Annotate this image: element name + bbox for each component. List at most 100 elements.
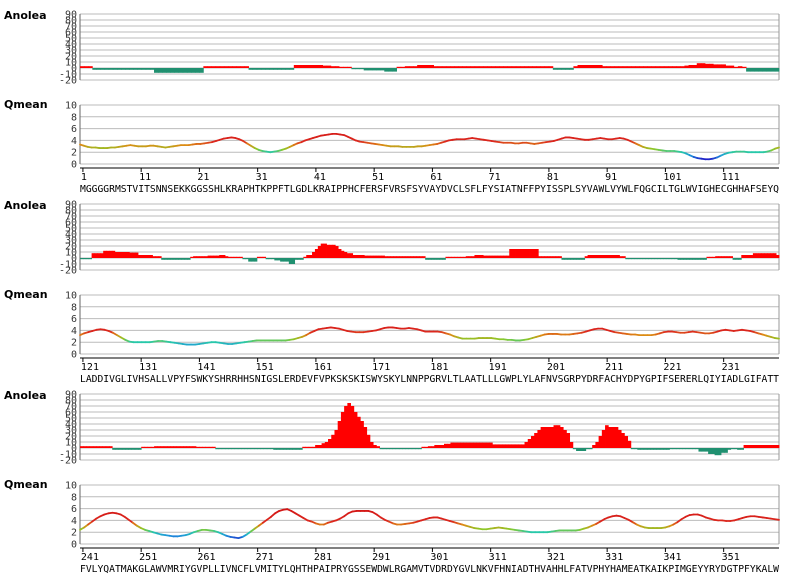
anolea-tick-label: 50 — [65, 414, 77, 425]
anolea-bar — [295, 448, 300, 450]
anolea-bar — [754, 68, 759, 72]
anolea-bar — [610, 66, 615, 68]
anolea-bar — [737, 66, 743, 68]
anolea-bar — [443, 443, 448, 448]
residue-number: 261 — [197, 552, 215, 563]
anolea-bar — [627, 440, 632, 448]
anolea-bar — [741, 255, 745, 258]
anolea-bar — [706, 256, 710, 258]
anolea-bar — [676, 66, 681, 68]
anolea-bar — [213, 255, 217, 258]
anolea-bar — [428, 258, 432, 260]
anolea-bar — [628, 258, 632, 260]
anolea-bar — [92, 446, 97, 448]
anolea-bar — [332, 244, 336, 258]
anolea-bar — [766, 68, 772, 72]
anolea-bar — [430, 258, 435, 260]
anolea-bar — [312, 252, 316, 258]
anolea-bar — [766, 445, 770, 448]
anolea-bar — [462, 256, 467, 258]
anolea-bar — [458, 66, 463, 68]
anolea-bar — [369, 442, 374, 448]
anolea-bar — [523, 249, 528, 258]
anolea-bar — [512, 249, 516, 258]
qmean-label: Qmean — [4, 478, 48, 491]
anolea-bar — [135, 252, 139, 258]
anolea-bar — [485, 442, 490, 448]
anolea-bar — [408, 66, 414, 68]
anolea-bar — [310, 65, 315, 68]
anolea-bar — [577, 65, 583, 68]
anolea-bar — [392, 68, 398, 72]
anolea-bar — [421, 446, 426, 448]
anolea-bar — [170, 68, 175, 73]
anolea-bar — [726, 256, 731, 258]
anolea-bar — [650, 448, 654, 450]
anolea-bar — [367, 68, 373, 71]
anolea-bar — [524, 442, 529, 448]
anolea-bar — [378, 255, 383, 258]
anolea-bar — [625, 258, 629, 260]
anolea-bar — [450, 442, 455, 448]
anolea-bar — [231, 448, 236, 450]
sequence-text: LADDIVGLIVHSALLVPYFSWKYSHRRHHSNIGSLERDEV… — [80, 374, 779, 385]
anolea-bar — [759, 445, 764, 448]
anolea-bar — [263, 448, 268, 450]
anolea-bar — [508, 444, 513, 448]
anolea-bar — [537, 430, 542, 448]
anolea-bar — [487, 66, 492, 68]
anolea-bar — [540, 427, 545, 448]
anolea-bar — [556, 68, 562, 70]
anolea-bar — [344, 406, 348, 448]
anolea-tick-label: -20 — [59, 76, 77, 87]
anolea-bar — [602, 66, 607, 68]
anolea-bar — [199, 68, 204, 73]
anolea-bar — [573, 66, 578, 68]
anolea-bar — [427, 446, 432, 448]
anolea-bar — [616, 255, 620, 258]
anolea-bar — [762, 68, 768, 72]
anolea-bar — [277, 258, 281, 261]
anolea-bar — [224, 448, 229, 450]
anolea-bar — [535, 249, 539, 258]
anolea-bar — [215, 66, 221, 68]
anolea-bar — [648, 258, 652, 260]
anolea-bar — [154, 446, 158, 448]
residue-number: 21 — [197, 172, 209, 183]
anolea-bar — [166, 68, 171, 73]
anolea-bar — [300, 258, 304, 260]
anolea-bar — [158, 68, 163, 73]
anolea-bar — [619, 256, 623, 258]
anolea-bar — [478, 66, 484, 68]
anolea-bar — [407, 256, 412, 258]
anolea-bar — [613, 255, 617, 258]
anolea-bar — [770, 68, 776, 72]
anolea-bar — [179, 446, 184, 448]
anolea-bar — [100, 68, 106, 70]
qmean-tick-label: 10 — [65, 291, 77, 302]
residue-number: 51 — [372, 172, 384, 183]
qmean-tick-label: 4 — [71, 136, 77, 147]
anolea-bar — [643, 66, 648, 68]
anolea-bar — [146, 255, 151, 258]
anolea-bar — [158, 256, 162, 258]
anolea-bar — [584, 256, 588, 258]
anolea-bar — [311, 446, 316, 448]
anolea-bar — [611, 427, 616, 448]
anolea-bar — [143, 255, 148, 258]
anolea-bar — [241, 448, 245, 450]
anolea-bar — [293, 65, 299, 68]
anolea-bar — [472, 442, 477, 448]
residue-number: 231 — [722, 362, 740, 373]
anolea-bar — [387, 256, 391, 258]
anolea-bar — [343, 252, 348, 258]
anolea-label: Anolea — [4, 389, 47, 402]
anolea-bar — [709, 256, 713, 258]
anolea-bar — [604, 255, 609, 258]
anolea-bar — [174, 68, 180, 73]
anolea-bar — [659, 448, 664, 450]
anolea-bar — [269, 68, 274, 70]
anolea-bar — [199, 446, 203, 448]
anolea-tick-label: 50 — [65, 224, 77, 235]
